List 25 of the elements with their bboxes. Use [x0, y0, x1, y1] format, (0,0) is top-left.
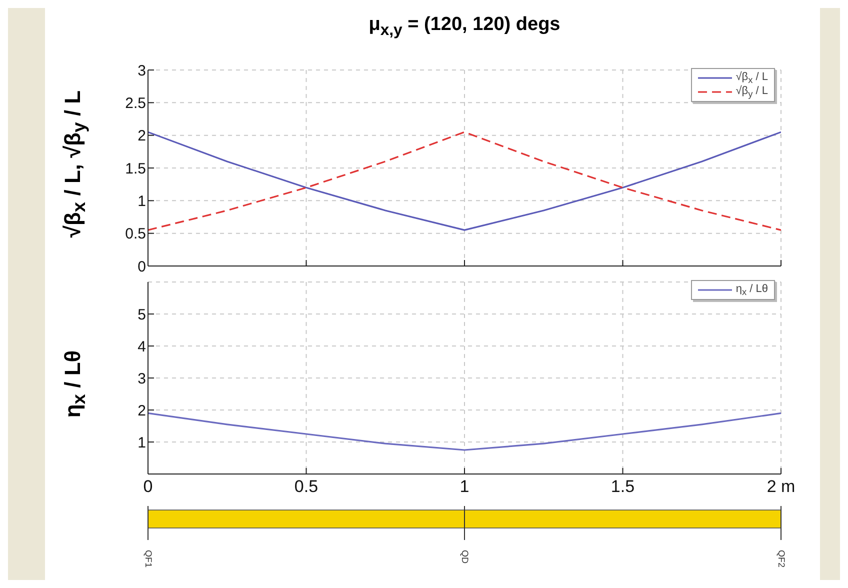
- y-tick-label: 0: [138, 258, 146, 276]
- y-tick-label: 2.5: [125, 94, 146, 112]
- chart-title: μ$_{x,y}$ = (120, 120) degs: [368, 14, 560, 39]
- x-tick-label: 0.5: [294, 477, 318, 496]
- x-tick-label: 2 m: [766, 477, 796, 496]
- y-tick-label: 4: [138, 338, 146, 356]
- y-tick-label: 5: [138, 306, 146, 324]
- y-tick-label: 3: [138, 370, 146, 388]
- annotation: QF1: [144, 550, 154, 568]
- legend-label: √β$_{x}$ / L: [736, 71, 768, 86]
- x-tick-label: 1.5: [610, 477, 635, 496]
- y-tick-label: 1: [138, 434, 146, 452]
- x-tick-label: 1: [460, 477, 470, 496]
- line-series: [148, 131, 781, 231]
- annotation: QD: [460, 550, 470, 564]
- y-tick-label: 1.5: [125, 160, 146, 178]
- y-tick-label: 1: [138, 192, 146, 210]
- legend-label: √β$_{y}$ / L: [736, 85, 768, 100]
- legend-label: η$_{x}$ / Lθ: [736, 283, 768, 298]
- y-tick-label: 2: [138, 402, 146, 420]
- y-tick-label: 2: [138, 128, 146, 145]
- annotation: QF2: [776, 550, 787, 568]
- line-series: [148, 412, 781, 451]
- y-tick-label: 3: [138, 62, 146, 80]
- y-tick-label: 0.5: [125, 226, 146, 243]
